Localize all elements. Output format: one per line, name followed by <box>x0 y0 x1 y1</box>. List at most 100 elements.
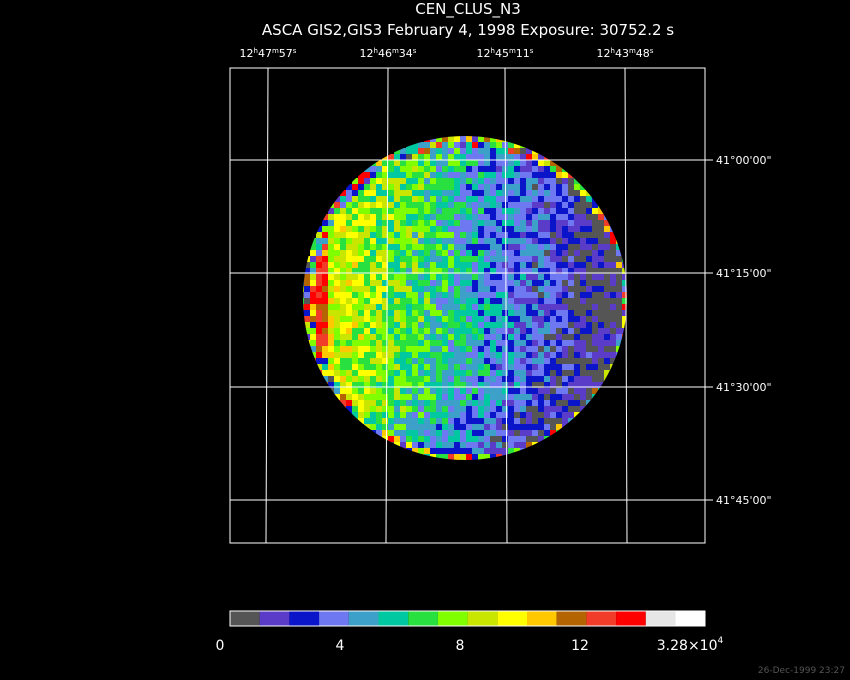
pixel <box>418 238 424 244</box>
pixel <box>550 202 556 208</box>
pixel <box>322 250 328 256</box>
pixel <box>454 412 460 418</box>
pixel <box>346 316 352 322</box>
pixel <box>442 394 448 400</box>
pixel <box>538 430 544 436</box>
pixel <box>358 352 364 358</box>
pixel <box>544 400 550 406</box>
pixel <box>412 388 418 394</box>
pixel <box>376 334 382 340</box>
pixel <box>568 214 574 220</box>
pixel <box>574 226 580 232</box>
pixel <box>496 136 502 142</box>
pixel <box>586 310 592 316</box>
pixel <box>370 208 376 214</box>
pixel <box>466 274 472 280</box>
pixel <box>304 334 310 340</box>
pixel <box>562 172 568 178</box>
pixel <box>304 310 310 316</box>
pixel <box>352 346 358 352</box>
pixel <box>388 424 394 430</box>
pixel <box>580 250 586 256</box>
pixel <box>514 292 520 298</box>
pixel <box>436 430 442 436</box>
pixel <box>610 346 616 352</box>
pixel <box>412 328 418 334</box>
pixel <box>430 148 436 154</box>
pixel <box>586 352 592 358</box>
pixel <box>376 256 382 262</box>
pixel <box>370 172 376 178</box>
pixel <box>388 334 394 340</box>
pixel <box>544 214 550 220</box>
pixel <box>592 340 598 346</box>
pixel <box>490 190 496 196</box>
pixel <box>412 244 418 250</box>
pixel <box>370 232 376 238</box>
pixel <box>490 160 496 166</box>
pixel <box>532 412 538 418</box>
pixel <box>394 250 400 256</box>
pixel <box>400 160 406 166</box>
pixel <box>436 148 442 154</box>
pixel <box>466 238 472 244</box>
pixel <box>454 226 460 232</box>
pixel <box>586 256 592 262</box>
pixel <box>550 226 556 232</box>
pixel <box>460 286 466 292</box>
pixel <box>412 442 418 448</box>
pixel <box>466 220 472 226</box>
pixel <box>370 202 376 208</box>
pixel <box>334 346 340 352</box>
pixel <box>358 208 364 214</box>
pixel <box>562 178 568 184</box>
pixel <box>346 370 352 376</box>
pixel <box>418 232 424 238</box>
pixel <box>352 280 358 286</box>
pixel <box>628 262 634 268</box>
pixel <box>412 166 418 172</box>
pixel <box>508 160 514 166</box>
pixel <box>334 310 340 316</box>
pixel <box>592 220 598 226</box>
pixel <box>400 430 406 436</box>
pixel <box>604 214 610 220</box>
pixel <box>394 442 400 448</box>
colorbar-swatch <box>675 611 706 626</box>
pixel <box>484 238 490 244</box>
pixel <box>346 214 352 220</box>
pixel <box>460 394 466 400</box>
pixel <box>586 196 592 202</box>
pixel <box>592 268 598 274</box>
pixel <box>520 412 526 418</box>
pixel <box>466 406 472 412</box>
pixel <box>568 352 574 358</box>
pixel <box>382 436 388 442</box>
pixel <box>412 448 418 454</box>
pixel <box>508 286 514 292</box>
pixel <box>550 328 556 334</box>
pixel <box>598 304 604 310</box>
pixel <box>418 394 424 400</box>
pixel <box>454 250 460 256</box>
pixel <box>400 406 406 412</box>
pixel <box>370 376 376 382</box>
pixel <box>610 328 616 334</box>
pixel <box>406 340 412 346</box>
pixel <box>346 244 352 250</box>
pixel <box>310 334 316 340</box>
pixel <box>442 184 448 190</box>
pixel <box>382 388 388 394</box>
pixel <box>574 262 580 268</box>
pixel <box>370 190 376 196</box>
pixel <box>388 220 394 226</box>
pixel <box>490 178 496 184</box>
pixel <box>334 238 340 244</box>
pixel <box>430 454 436 460</box>
pixel <box>322 334 328 340</box>
pixel <box>418 208 424 214</box>
pixel <box>562 202 568 208</box>
pixel <box>460 442 466 448</box>
pixel <box>556 322 562 328</box>
pixel <box>424 376 430 382</box>
